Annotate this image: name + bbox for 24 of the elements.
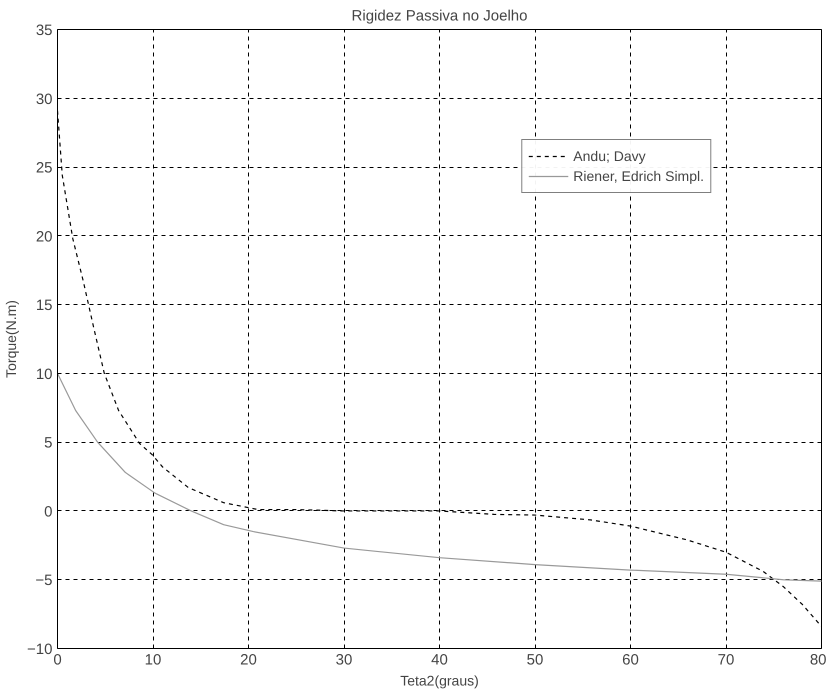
y-tick-label: 0 [44, 503, 52, 520]
y-tick-label: 35 [36, 22, 53, 39]
y-tick-label: −10 [27, 641, 53, 658]
x-tick-label: 70 [718, 652, 734, 668]
x-tick-label: 10 [144, 652, 162, 668]
x-tick-label: 40 [431, 652, 448, 668]
x-axis-title: Teta2(graus) [400, 672, 479, 688]
line-series [58, 372, 822, 582]
y-tick-label: 10 [36, 366, 53, 383]
x-tick-label: 80 [810, 652, 826, 668]
x-tick-label: 30 [336, 652, 352, 668]
y-tick-label: 5 [44, 434, 52, 452]
y-tick-label: 30 [36, 90, 53, 108]
y-tick-label: 15 [36, 297, 53, 314]
x-tick-label: 60 [622, 652, 639, 668]
x-tick-label: 50 [526, 652, 544, 668]
legend-label: Riener, Edrich Simpl. [573, 168, 704, 184]
y-axis-title: Torque(N.m) [3, 300, 20, 378]
y-tick-label: 25 [36, 160, 53, 177]
chart-title: Rigidez Passiva no Joelho [352, 8, 528, 24]
x-tick-label: 20 [240, 652, 257, 668]
y-tick-label: 20 [36, 228, 53, 246]
legend-label: Andu; Davy [573, 148, 646, 164]
y-tick-label: −5 [35, 572, 53, 590]
